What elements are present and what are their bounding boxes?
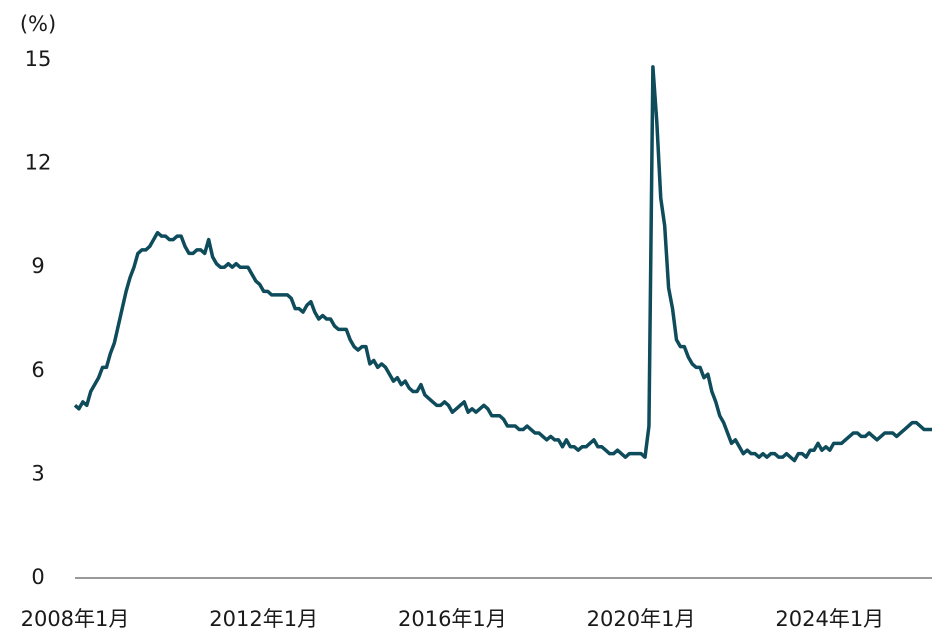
x-tick-label: 2024年1月	[775, 607, 884, 631]
y-tick-label: 15	[25, 47, 52, 71]
x-tick-label: 2012年1月	[209, 607, 318, 631]
y-axis-label: (%)	[20, 12, 56, 36]
x-tick-label: 2020年1月	[587, 607, 696, 631]
y-tick-label: 3	[31, 461, 44, 485]
data-line	[73, 65, 932, 463]
x-tick-label: 2008年1月	[21, 607, 130, 631]
y-tick-label: 9	[31, 254, 44, 278]
x-tick-label: 2016年1月	[398, 607, 507, 631]
y-tick-label: 0	[31, 565, 44, 589]
y-tick-label: 6	[31, 358, 44, 382]
y-tick-label: 12	[25, 151, 52, 175]
